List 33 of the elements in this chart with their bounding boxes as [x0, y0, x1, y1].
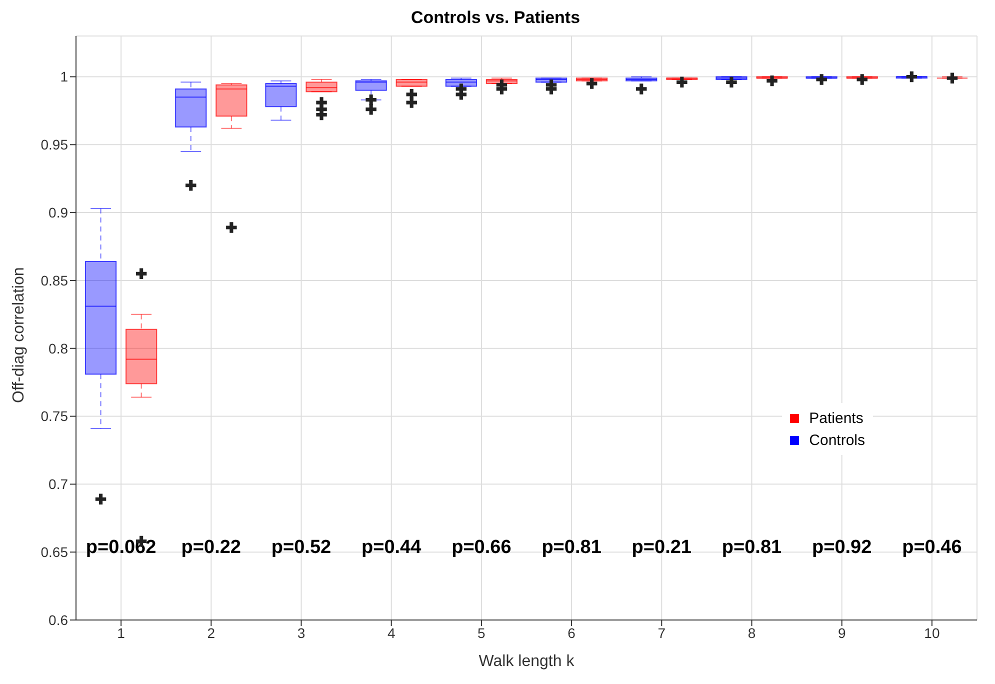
annotation: p=0.66 — [452, 536, 512, 558]
x-tick-label: 3 — [297, 624, 306, 641]
y-tick-label: 0.65 — [40, 544, 68, 560]
annotation: p=0.22 — [181, 536, 241, 558]
y-axis-title: Off-diag correlation — [10, 267, 28, 403]
y-tick-label: 0.75 — [40, 408, 68, 424]
x-tick-label: 2 — [207, 624, 216, 641]
x-tick-label: 10 — [924, 624, 940, 641]
annotation: p=0.92 — [812, 536, 872, 558]
x-tick-label: 1 — [117, 624, 126, 641]
annotation: p=0.44 — [362, 536, 422, 558]
annotation: p=0.81 — [722, 536, 782, 558]
y-tick-label: 0.9 — [48, 204, 68, 221]
y-tick-label: 1 — [60, 68, 68, 85]
x-tick-label: 7 — [658, 624, 666, 641]
y-tick-label: 0.85 — [40, 272, 68, 288]
y-tick-label: 0.8 — [48, 340, 68, 356]
x-tick-label: 6 — [568, 624, 576, 641]
annotation: p=0.46 — [902, 536, 962, 558]
x-tick-label: 8 — [748, 624, 756, 641]
chart-title: Controls vs. Patients — [410, 8, 582, 29]
y-tick-label: 0.6 — [48, 612, 68, 628]
x-tick-label: 9 — [838, 624, 846, 641]
legend-label: Controls — [809, 432, 865, 448]
annotation: p=0.81 — [542, 536, 602, 558]
y-tick-label: 0.7 — [48, 476, 68, 492]
x-axis-title: Walk length k — [478, 653, 576, 670]
legend-label: Patients — [809, 410, 864, 426]
annotation: p=0.21 — [632, 536, 692, 558]
x-tick-label: 5 — [478, 624, 486, 641]
y-tick-label: 0.95 — [40, 136, 68, 153]
x-tick-label: 4 — [387, 624, 396, 641]
annotation: p=0.52 — [271, 536, 332, 558]
